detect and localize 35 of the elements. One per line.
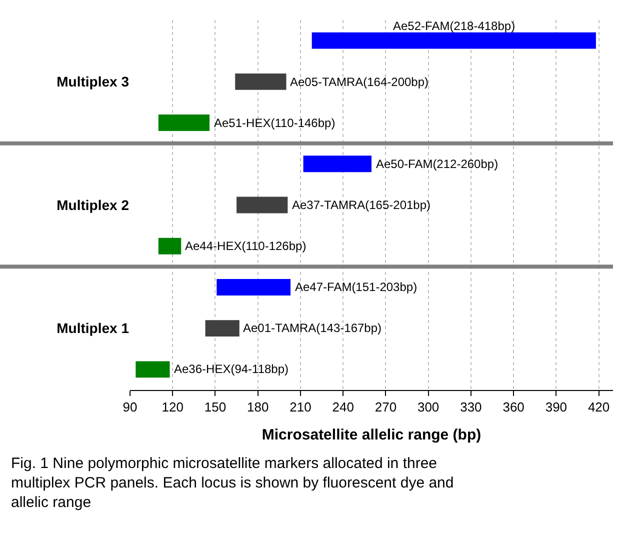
x-tick-label: 300 <box>417 400 440 415</box>
data-label: Ae51-HEX(110-146bp) <box>214 116 336 130</box>
data-label: Ae52-FAM(218-418bp) <box>393 19 516 33</box>
x-tick-label: 240 <box>332 400 354 415</box>
bar <box>136 361 170 378</box>
data-label: Ae05-TAMRA(164-200bp) <box>290 75 429 89</box>
data-label: Ae37-TAMRA(165-201bp) <box>292 198 431 212</box>
x-tick-label: 270 <box>374 400 397 415</box>
x-tick-label: 390 <box>545 400 568 415</box>
bar <box>216 279 291 296</box>
bar <box>205 320 240 337</box>
data-label: Ae44-HEX(110-126bp) <box>185 239 306 253</box>
x-tick-label: 360 <box>502 400 524 415</box>
x-tick-label: 210 <box>290 400 312 415</box>
bar <box>158 238 182 254</box>
bar <box>158 114 210 131</box>
x-tick-label: 420 <box>588 400 610 415</box>
data-label: Ae47-FAM(151-203bp) <box>295 280 418 294</box>
bar <box>236 196 288 214</box>
bar <box>312 32 596 49</box>
y-tick-label: Multiplex 2 <box>56 196 130 213</box>
data-label: Ae36-HEX(94-118bp) <box>174 362 289 376</box>
bar <box>303 156 372 172</box>
x-tick-label: 90 <box>122 400 138 415</box>
x-tick-label: 330 <box>460 400 482 415</box>
x-axis-title: Microsatellite allelic range (bp) <box>262 426 482 444</box>
x-tick-label: 120 <box>162 400 184 415</box>
y-tick-label: Multiplex 1 <box>56 320 130 336</box>
x-tick-label: 150 <box>204 400 226 415</box>
data-label: Ae50-FAM(212-260bp) <box>376 157 498 171</box>
caption: Fig. 1 Nine polymorphic microsatellite markers allocated in three multiplex PCR panels. Each locus is shown by fluorescent dye and allelic range <box>11 455 454 511</box>
x-tick-label: 180 <box>247 400 269 415</box>
y-tick-label: Multiplex 3 <box>56 74 130 90</box>
data-label: Ae01-TAMRA(143-167bp) <box>243 321 382 335</box>
bar <box>235 73 286 90</box>
